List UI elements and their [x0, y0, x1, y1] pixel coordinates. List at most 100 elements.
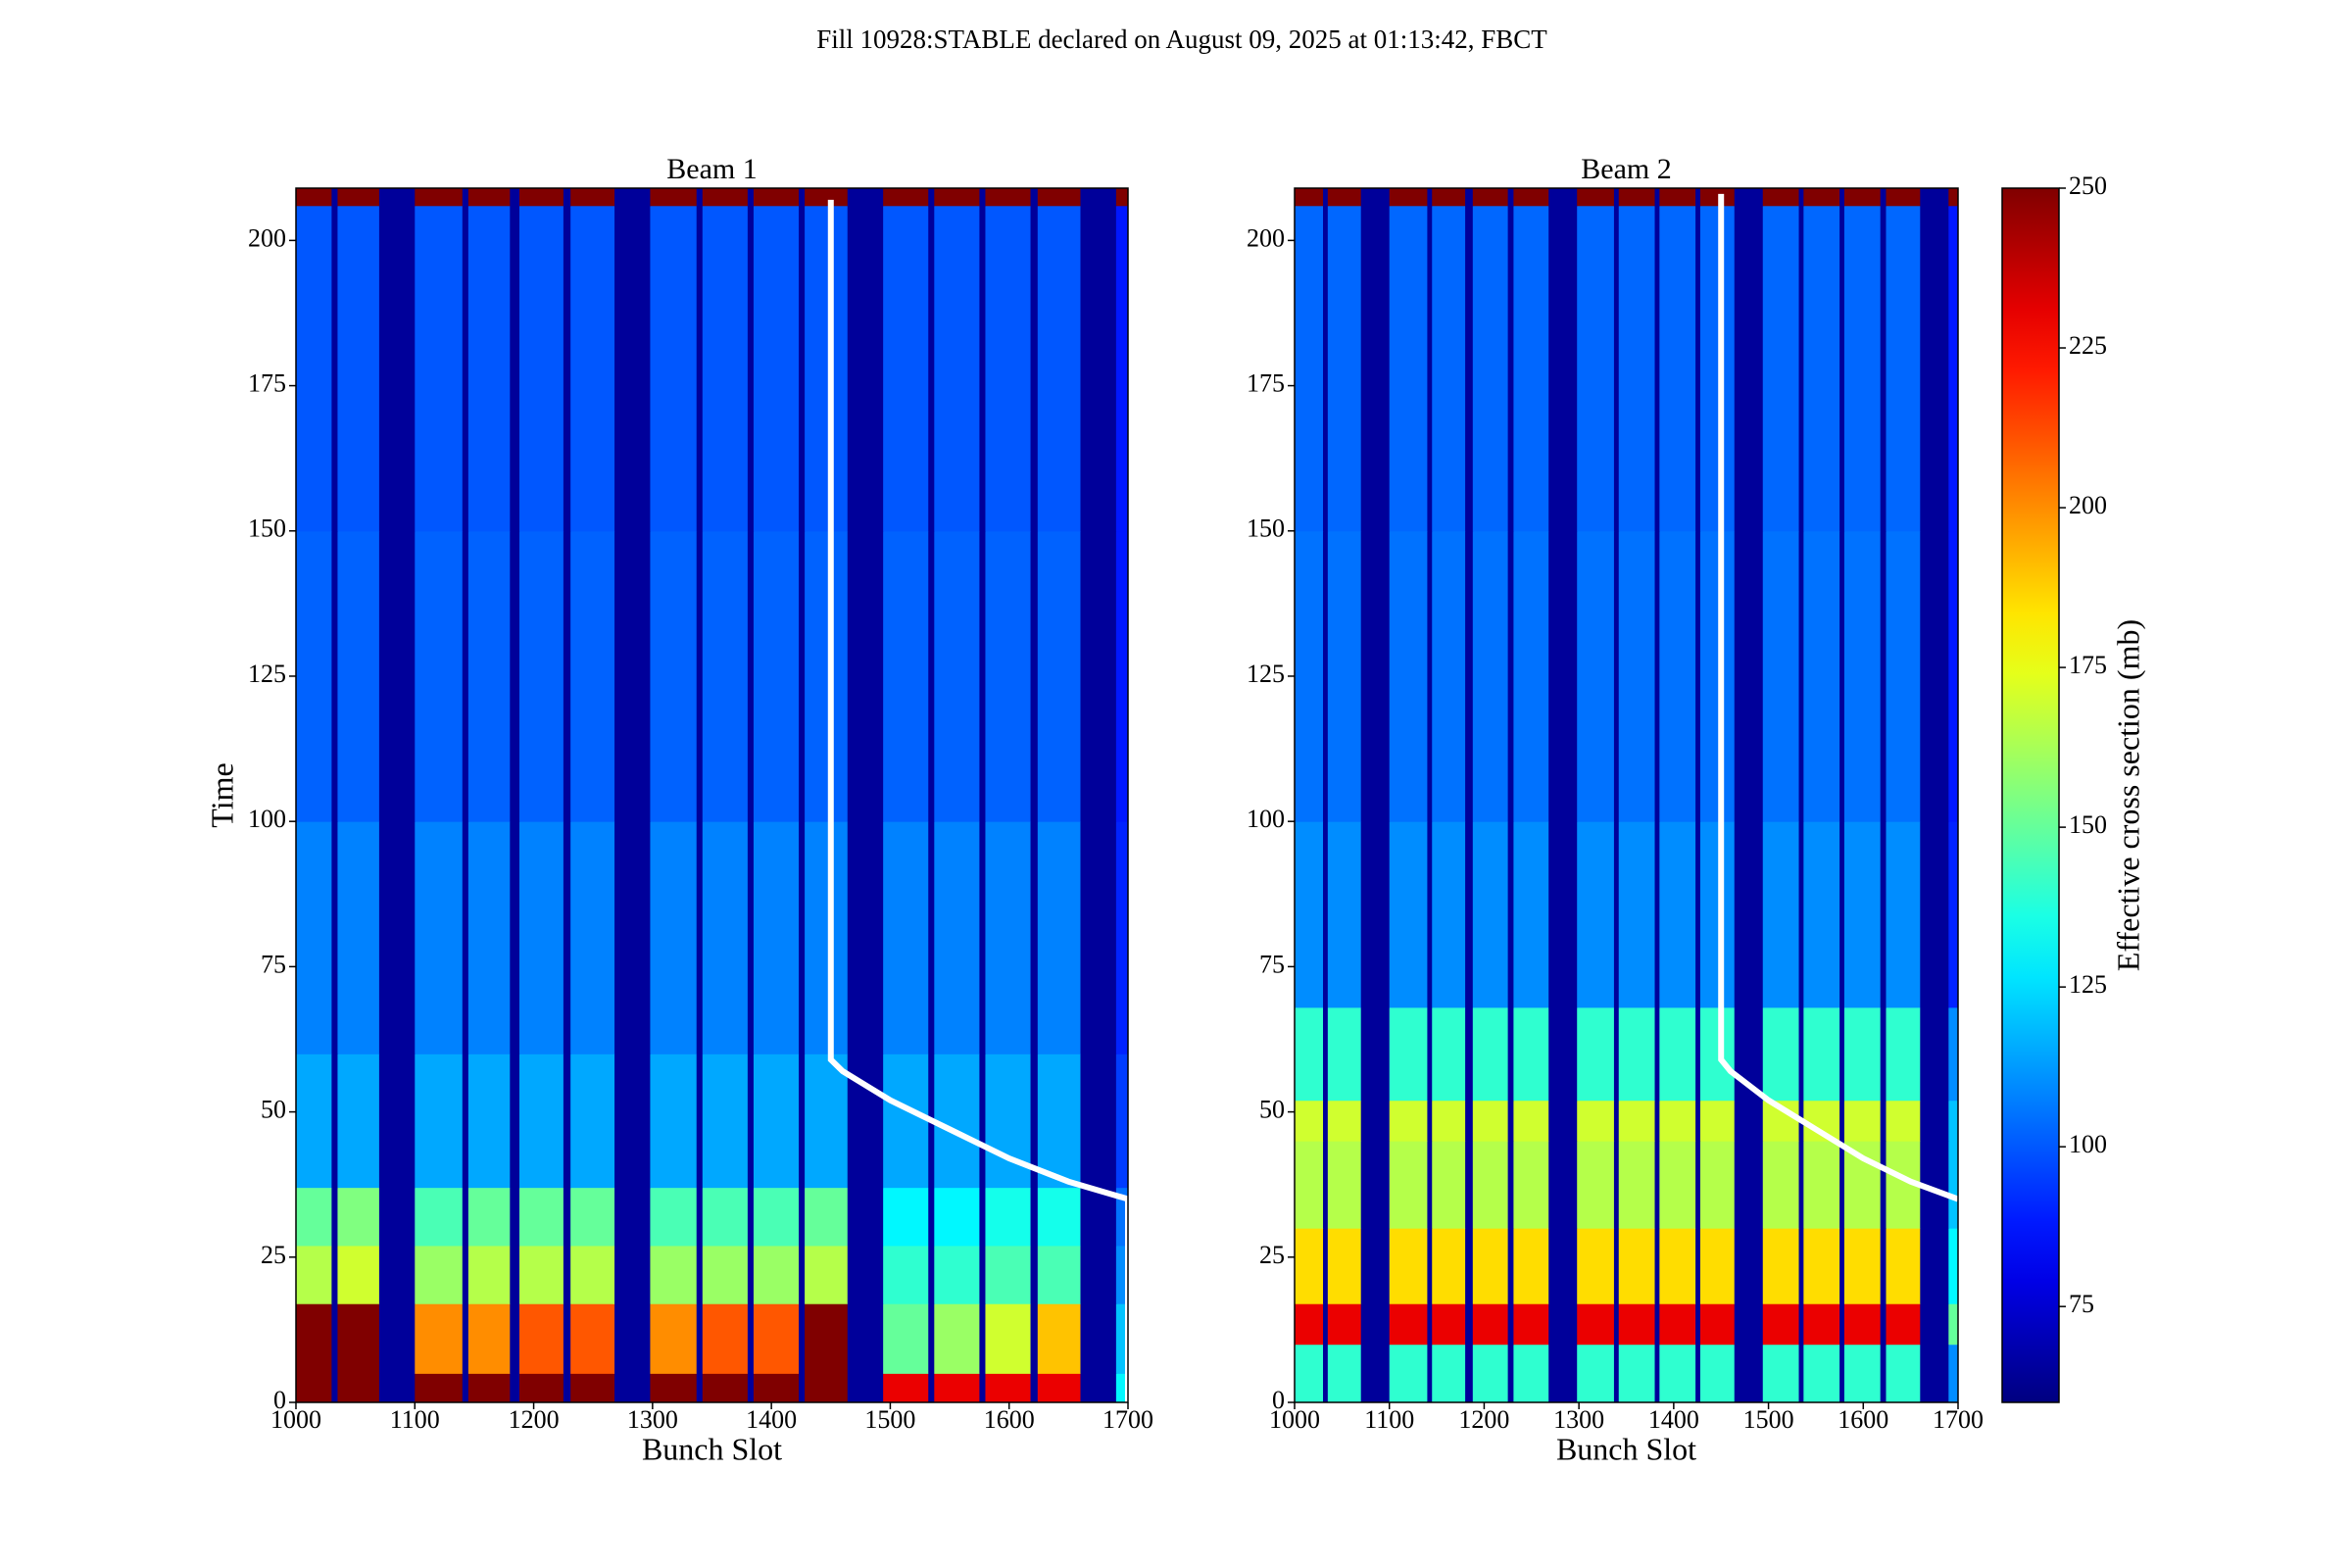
- heatmap-cell: [1577, 1303, 1615, 1346]
- heatmap-cell: [1115, 205, 1129, 532]
- heatmap-cell: [753, 205, 800, 532]
- heatmap-cell: [1295, 821, 1324, 1008]
- heatmap-cell: [1695, 205, 1701, 532]
- heatmap-cell: [799, 1054, 806, 1189]
- heatmap-cell: [1389, 1228, 1428, 1304]
- heatmap-cell: [747, 188, 755, 207]
- heatmap-cell: [614, 530, 651, 822]
- heatmap-cell: [1323, 1303, 1329, 1346]
- heatmap-cell: [1803, 1228, 1840, 1304]
- heatmap-cell: [1886, 188, 1921, 207]
- heatmap-cell: [614, 1054, 651, 1189]
- heatmap-cell: [614, 1303, 651, 1374]
- heatmap-cell: [462, 1187, 469, 1247]
- heatmap-cell: [1295, 1228, 1324, 1304]
- heatmap-cell: [1618, 1228, 1656, 1304]
- heatmap-cell: [1843, 205, 1882, 532]
- heatmap-cell: [1695, 1100, 1701, 1142]
- heatmap-cell: [805, 188, 849, 207]
- heatmap-cell: [1762, 1141, 1800, 1229]
- heatmap-cell: [1327, 205, 1362, 532]
- heatmap-cell: [1839, 1303, 1845, 1346]
- heatmap-cell: [337, 205, 380, 532]
- heatmap-cell: [1432, 530, 1466, 822]
- heatmap-cell: [1080, 1187, 1117, 1247]
- heatmap-cell: [519, 821, 564, 1054]
- heatmap-cell: [1798, 1141, 1804, 1229]
- heatmap-cell: [415, 1245, 464, 1304]
- heatmap-cell: [1080, 1054, 1117, 1189]
- heatmap-cell: [1080, 205, 1117, 532]
- heatmap-cell: [519, 1303, 564, 1374]
- heatmap-cell: [1427, 205, 1433, 532]
- heatmap-cell: [1427, 1141, 1433, 1229]
- heatmap-cell: [1734, 205, 1764, 532]
- heatmap-cell: [1513, 205, 1549, 532]
- heatmap-cell: [1427, 821, 1433, 1008]
- heatmap-cell: [1465, 205, 1474, 532]
- heatmap-cell: [462, 1245, 469, 1304]
- heatmap-cell: [928, 821, 935, 1054]
- heatmap-cell: [1030, 1303, 1039, 1374]
- heatmap-cell: [1948, 1303, 1959, 1346]
- heatmap-cell: [1803, 1141, 1840, 1229]
- heatmap-cell: [799, 530, 806, 822]
- heatmap-cell: [985, 1303, 1032, 1374]
- heatmap-cell: [1880, 1344, 1886, 1403]
- heatmap-cell: [934, 188, 980, 207]
- heatmap-cell: [979, 1373, 986, 1403]
- heatmap-cell: [702, 530, 749, 822]
- heatmap-cell: [1389, 205, 1428, 532]
- heatmap-cell: [650, 1245, 698, 1304]
- heatmap-cell: [1948, 1006, 1959, 1102]
- heatmap-cell: [1843, 821, 1882, 1008]
- colorbar-tick-label: 250: [2069, 172, 2107, 200]
- heatmap-cell: [1037, 1054, 1081, 1189]
- heatmap-cell: [1389, 821, 1428, 1008]
- heatmap-cell: [1613, 1141, 1620, 1229]
- y-tick-label: 0: [1272, 1386, 1285, 1414]
- heatmap-cell: [1948, 530, 1959, 822]
- colorbar-tick-label: 75: [2069, 1290, 2094, 1318]
- x-tick-label: 1200: [1458, 1405, 1509, 1434]
- heatmap-cell: [510, 1054, 520, 1189]
- heatmap-cell: [650, 821, 698, 1054]
- heatmap-cell: [563, 188, 571, 207]
- heatmap-cell: [467, 530, 511, 822]
- colorbar-tick-label: 100: [2069, 1130, 2107, 1158]
- heatmap-cell: [928, 1303, 935, 1374]
- heatmap-cell: [934, 205, 980, 532]
- heatmap-cell: [1695, 821, 1701, 1008]
- heatmap-cell: [1654, 1006, 1660, 1102]
- heatmap-cell: [985, 188, 1032, 207]
- colorbar: [2001, 187, 2060, 1403]
- heatmap-cell: [928, 1373, 935, 1403]
- heatmap-cell: [928, 205, 935, 532]
- heatmap-cell: [1803, 1344, 1840, 1403]
- y-tick-label: 175: [248, 369, 286, 398]
- x-tick-label: 1500: [1743, 1405, 1794, 1434]
- heatmap-cell: [1548, 1141, 1578, 1229]
- heatmap-cell: [1577, 1344, 1615, 1403]
- heatmap-cell: [883, 530, 929, 822]
- heatmap-cell: [570, 821, 615, 1054]
- heatmap-cell: [570, 530, 615, 822]
- heatmap-cell: [1465, 821, 1474, 1008]
- heatmap-cell: [1548, 1006, 1578, 1102]
- heatmap-cell: [1507, 1100, 1514, 1142]
- x-tick-label: 1000: [270, 1405, 321, 1434]
- heatmap-cell: [1659, 1303, 1696, 1346]
- heatmap-cell: [1920, 1303, 1949, 1346]
- heatmap-cell: [1323, 1228, 1329, 1304]
- heatmap-cell: [1327, 1141, 1362, 1229]
- heatmap-cell: [1472, 188, 1509, 207]
- heatmap-cell: [1360, 1100, 1391, 1142]
- heatmap-cell: [563, 1245, 571, 1304]
- heatmap-cell: [337, 1373, 380, 1403]
- heatmap: [1295, 188, 1959, 1403]
- x-tick-label: 1600: [1838, 1405, 1888, 1434]
- panel-title: Beam 1: [666, 153, 757, 185]
- heatmap-cell: [570, 1373, 615, 1403]
- heatmap-cell: [747, 1187, 755, 1247]
- heatmap-cell: [1843, 530, 1882, 822]
